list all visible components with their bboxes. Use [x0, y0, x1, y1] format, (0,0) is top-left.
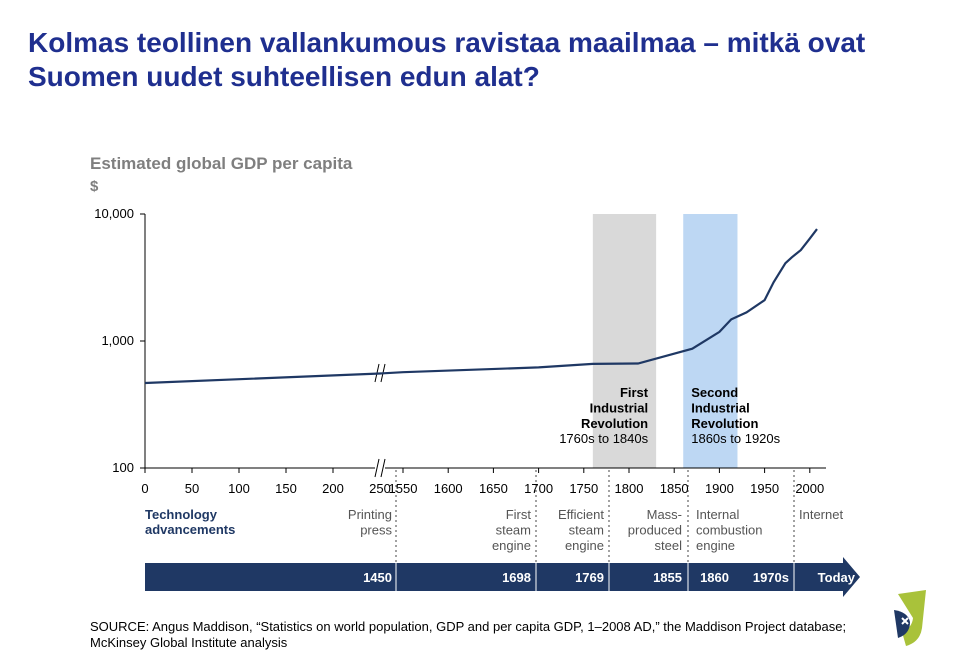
band-2-title-line: Industrial — [691, 401, 750, 416]
revolution-band-1 — [592, 214, 657, 468]
technology-item-1: press — [360, 523, 392, 538]
band-1-title-line: Revolution — [581, 416, 648, 431]
x-tick-label: 1550 — [389, 481, 418, 496]
technology-item-5: engine — [696, 538, 735, 553]
x-tick-label: 1600 — [434, 481, 463, 496]
technology-item-6: Internet — [799, 507, 843, 522]
x-tick-label: 250 — [369, 481, 391, 496]
technology-item-2: engine — [492, 538, 531, 553]
timeline-label: 1855 — [653, 570, 682, 585]
x-tick-label: 1650 — [479, 481, 508, 496]
y-tick-label: 1,000 — [101, 333, 134, 348]
technology-item-4: Mass- — [647, 507, 682, 522]
technology-item-1: Printing — [348, 507, 392, 522]
timeline-arrow-shape — [145, 557, 860, 597]
technology-item-2: steam — [496, 523, 531, 538]
technology-heading-line: Technology — [145, 507, 218, 522]
band-2-period: 1860s to 1920s — [691, 431, 780, 446]
band-1-title-line: Industrial — [590, 401, 649, 416]
timeline-label: 1860 — [700, 570, 729, 585]
revolution-band-2 — [683, 214, 738, 468]
timeline-label: 1450 — [363, 570, 392, 585]
x-tick-label: 1950 — [750, 481, 779, 496]
timeline-label: 1769 — [575, 570, 604, 585]
x-tick-label: 2000 — [795, 481, 824, 496]
x-tick-label: 0 — [141, 481, 148, 496]
band-2-title-line: Second — [691, 385, 738, 400]
x-tick-label: 1700 — [524, 481, 553, 496]
y-tick-label: 100 — [112, 460, 134, 475]
technology-heading-line: advancements — [145, 522, 235, 537]
technology-item-2: First — [506, 507, 532, 522]
x-tick-label: 150 — [275, 481, 297, 496]
band-1-title-line: First — [620, 385, 649, 400]
source-note: SOURCE: Angus Maddison, “Statistics on w… — [90, 619, 847, 650]
y-axis-unit: $ — [90, 178, 99, 195]
timeline-arrow: 1450 1698 1769 1855 1860 1970s Today — [145, 557, 860, 597]
chart-title: Estimated global GDP per capita — [90, 154, 353, 173]
revolution-bands — [592, 214, 738, 468]
timeline-label: 1698 — [502, 570, 531, 585]
x-tick-label: 50 — [185, 481, 199, 496]
gdp-series — [144, 228, 818, 385]
technology-item-3: engine — [565, 538, 604, 553]
band-2-title-line: Revolution — [691, 416, 758, 431]
y-tick-label: 10,000 — [94, 206, 134, 221]
technology-item-3: steam — [569, 523, 604, 538]
x-tick-label: 1750 — [569, 481, 598, 496]
technology-item-3: Efficient — [558, 507, 604, 522]
technology-item-4: produced — [628, 523, 682, 538]
x-tick-label: 1900 — [705, 481, 734, 496]
band-1-period: 1760s to 1840s — [559, 431, 648, 446]
x-tick-label: 1800 — [615, 481, 644, 496]
timeline-label: Today — [818, 570, 856, 585]
slide-title-line-1: Kolmas teollinen vallankumous ravistaa m… — [28, 27, 866, 58]
x-tick-label: 1850 — [660, 481, 689, 496]
slide-title-line-2: Suomen uudet suhteellisen edun alat? — [28, 61, 540, 92]
axis-break-icon — [374, 458, 386, 478]
technology-item-5: combustion — [696, 523, 762, 538]
gdp-line — [144, 228, 818, 385]
timeline-label: 1970s — [753, 570, 789, 585]
slide-title: Kolmas teollinen vallankumous ravistaa m… — [28, 26, 958, 94]
technology-item-4: steel — [655, 538, 683, 553]
brand-logo-icon — [894, 590, 926, 646]
x-tick-label: 200 — [322, 481, 344, 496]
technology-item-5: Internal — [696, 507, 739, 522]
x-tick-label: 100 — [228, 481, 250, 496]
